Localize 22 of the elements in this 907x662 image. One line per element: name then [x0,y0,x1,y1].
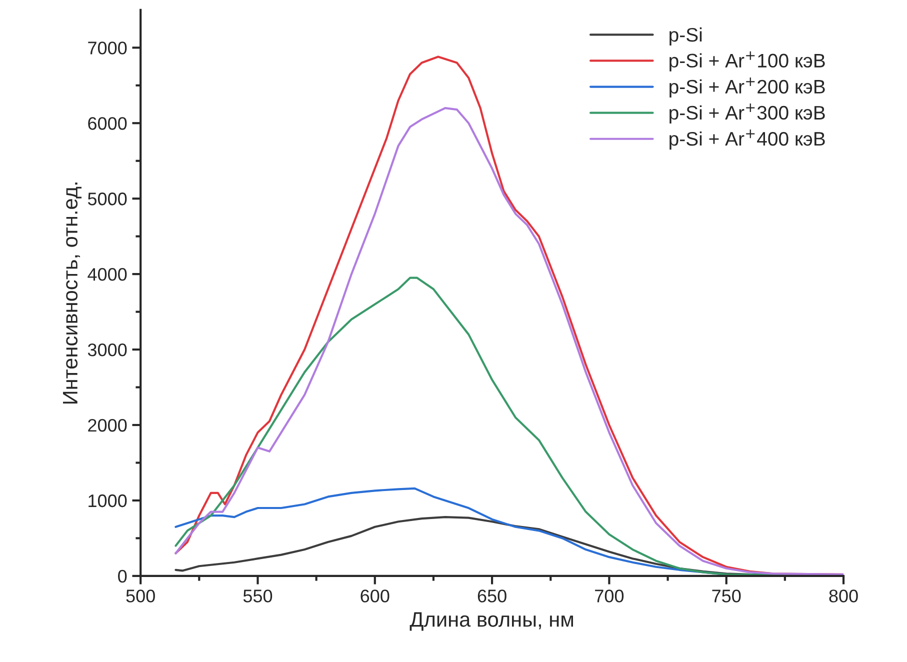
x-axis-title: Длина волны, нм [410,612,574,631]
y-tick-label: 5000 [88,192,127,206]
x-tick-label: 500 [126,590,155,602]
y-tick-label: 6000 [88,117,127,130]
y-tick-label: 7000 [88,42,127,54]
x-tick-label: 800 [829,590,858,602]
legend-label: p-Si [670,27,702,46]
legend-label: p-Si + Ar$^{+}$100 кэВ [670,51,825,72]
y-tick-label: 2000 [88,418,127,432]
x-tick-label: 750 [712,590,741,602]
y-tick-label: 4000 [88,268,127,281]
x-tick-label: 700 [595,590,624,602]
y-axis-title: Интенсивность, отн.ед. [63,182,82,404]
y-tick-label: 3000 [88,343,127,356]
y-tick-label: 1000 [88,494,127,508]
x-tick-label: 600 [360,590,390,602]
legend-label: p-Si + Ar$^{+}$300 кэВ [670,104,825,124]
legend-label: p-Si + Ar$^{+}$200 кэВ [670,77,825,98]
x-tick-label: 550 [243,590,272,602]
x-tick-label: 650 [478,590,506,602]
y-tick-label: 0 [118,570,127,583]
legend-label: p-Si + Ar$^{+}$400 кэВ [670,130,825,150]
